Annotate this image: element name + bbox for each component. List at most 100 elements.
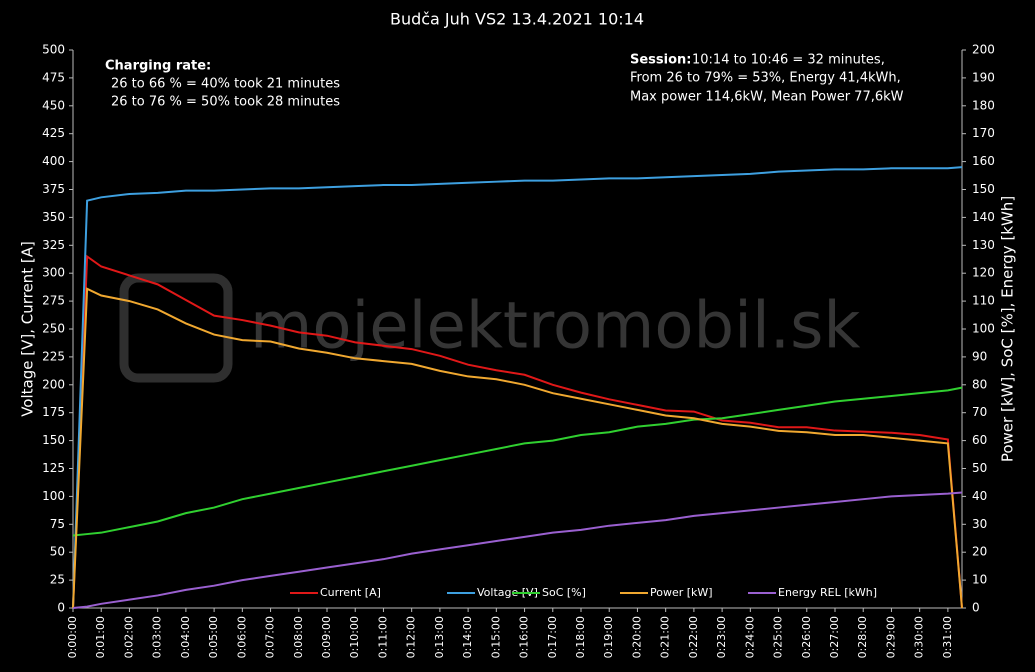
x-tick-label: 0:20:00 — [630, 616, 643, 658]
x-tick-label: 0:14:00 — [461, 616, 474, 658]
y-tick-label: 250 — [42, 322, 65, 336]
legend-label: Voltage [V] — [477, 586, 538, 599]
x-tick-label: 0:15:00 — [489, 616, 502, 658]
plot: 0255075100125150175200225250275300325350… — [42, 43, 995, 659]
x-tick-label: 0:05:00 — [207, 616, 220, 658]
legend-label: SoC [%] — [542, 586, 586, 599]
x-tick-label: 0:16:00 — [518, 616, 531, 658]
watermark: mojelektromobil.sk — [119, 273, 860, 383]
watermark-text: mojelektromobil.sk — [250, 290, 860, 364]
y2-tick-label: 50 — [972, 461, 987, 475]
y-tick-label: 400 — [42, 154, 65, 168]
y2-tick-label: 90 — [972, 349, 987, 363]
y-tick-label: 500 — [42, 43, 65, 57]
watermark-icon — [119, 273, 233, 383]
x-tick-label: 0:25:00 — [772, 616, 785, 658]
series-line — [72, 287, 963, 609]
y-tick-label: 350 — [42, 210, 65, 224]
series-line — [72, 491, 963, 609]
legend-label: Current [A] — [320, 586, 381, 599]
y-tick-label: 375 — [42, 182, 65, 196]
x-tick-label: 0:29:00 — [884, 616, 897, 658]
x-tick-label: 0:19:00 — [602, 616, 615, 658]
annotation: From 26 to 79% = 53%, Energy 41,4kWh, — [630, 71, 901, 86]
x-tick-label: 0:21:00 — [659, 616, 672, 658]
y2-tick-label: 10 — [972, 573, 987, 587]
y2-tick-label: 20 — [972, 545, 987, 559]
y2-tick-label: 160 — [972, 154, 995, 168]
y2-tick-label: 100 — [972, 322, 995, 336]
y-tick-label: 425 — [42, 126, 65, 140]
y-tick-label: 475 — [42, 70, 65, 84]
annotation: 10:14 to 10:46 = 32 minutes, — [692, 53, 885, 68]
series-line — [72, 386, 963, 537]
x-tick-label: 0:03:00 — [151, 616, 164, 658]
legend-label: Energy REL [kWh] — [778, 586, 877, 599]
y2-tick-label: 40 — [972, 489, 987, 503]
x-tick-label: 0:26:00 — [800, 616, 813, 658]
y-tick-label: 25 — [50, 573, 65, 587]
y2-tick-label: 180 — [972, 98, 995, 112]
y2-tick-label: 0 — [972, 601, 980, 615]
series-line — [72, 166, 963, 609]
x-tick-label: 0:10:00 — [348, 616, 361, 658]
x-tick-label: 0:01:00 — [94, 616, 107, 658]
y2-axis-label: Power [kW], SoC [%], Energy [kWh] — [999, 196, 1017, 462]
y-tick-label: 200 — [42, 377, 65, 391]
y2-tick-label: 30 — [972, 517, 987, 531]
y-tick-label: 100 — [42, 489, 65, 503]
y2-tick-label: 150 — [972, 182, 995, 196]
y-tick-label: 150 — [42, 433, 65, 447]
annotation-heading: Charging rate: — [105, 59, 211, 74]
x-tick-label: 0:27:00 — [828, 616, 841, 658]
x-tick-label: 0:11:00 — [376, 616, 389, 658]
y-tick-label: 450 — [42, 98, 65, 112]
x-tick-label: 0:13:00 — [433, 616, 446, 658]
y2-tick-label: 200 — [972, 43, 995, 57]
annotation: 26 to 76 % = 50% took 28 minutes — [111, 95, 340, 110]
x-tick-label: 0:02:00 — [122, 616, 135, 658]
y-tick-label: 0 — [57, 601, 65, 615]
chart-title: Budča Juh VS2 13.4.2021 10:14 — [390, 10, 644, 29]
y-tick-label: 125 — [42, 461, 65, 475]
x-tick-label: 0:28:00 — [856, 616, 869, 658]
series-line — [72, 254, 963, 609]
x-tick-label: 0:12:00 — [405, 616, 418, 658]
y-tick-label: 325 — [42, 238, 65, 252]
y-tick-label: 75 — [50, 517, 65, 531]
y2-tick-label: 80 — [972, 377, 987, 391]
x-tick-label: 0:23:00 — [715, 616, 728, 658]
legend-label: Power [kW] — [650, 586, 713, 599]
annotation: 26 to 66 % = 40% took 21 minutes — [111, 77, 340, 92]
y2-tick-label: 170 — [972, 126, 995, 140]
x-tick-label: 0:06:00 — [235, 616, 248, 658]
y-tick-label: 175 — [42, 405, 65, 419]
x-tick-label: 0:22:00 — [687, 616, 700, 658]
y2-tick-label: 60 — [972, 433, 987, 447]
y2-tick-label: 110 — [972, 294, 995, 308]
x-tick-label: 0:00:00 — [66, 616, 79, 658]
y2-tick-label: 140 — [972, 210, 995, 224]
y2-tick-label: 70 — [972, 405, 987, 419]
y-tick-label: 275 — [42, 294, 65, 308]
x-tick-label: 0:09:00 — [320, 616, 333, 658]
y2-tick-label: 120 — [972, 266, 995, 280]
x-tick-label: 0:04:00 — [179, 616, 192, 658]
x-tick-label: 0:30:00 — [913, 616, 926, 658]
y-axis-label: Voltage [V], Current [A] — [19, 241, 37, 417]
y-tick-label: 300 — [42, 266, 65, 280]
annotation: Max power 114,6kW, Mean Power 77,6kW — [630, 90, 904, 105]
y-tick-label: 225 — [42, 349, 65, 363]
x-tick-label: 0:08:00 — [292, 616, 305, 658]
x-tick-label: 0:07:00 — [264, 616, 277, 658]
y2-tick-label: 130 — [972, 238, 995, 252]
x-tick-label: 0:18:00 — [574, 616, 587, 658]
y-tick-label: 50 — [50, 545, 65, 559]
annotation-heading: Session: — [630, 53, 692, 68]
x-tick-label: 0:31:00 — [941, 616, 954, 658]
x-tick-label: 0:17:00 — [546, 616, 559, 658]
x-tick-label: 0:24:00 — [743, 616, 756, 658]
y2-tick-label: 190 — [972, 70, 995, 84]
